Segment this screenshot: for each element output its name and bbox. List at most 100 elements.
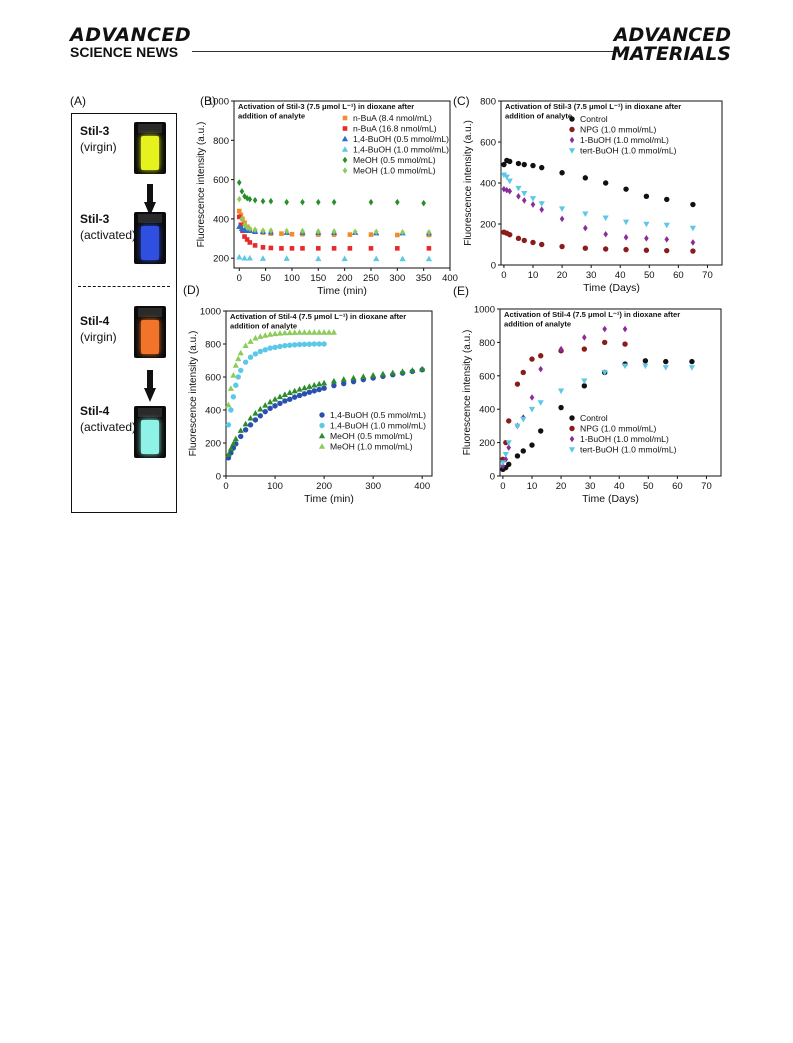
data-point [690, 248, 696, 254]
data-point [306, 383, 313, 389]
data-point [341, 380, 347, 387]
data-point [528, 406, 536, 413]
chart-title: addition of analyte [504, 320, 571, 329]
data-point [500, 462, 506, 470]
legend-marker [342, 156, 348, 164]
data-point [315, 229, 322, 235]
data-point [252, 226, 258, 233]
data-point [399, 368, 406, 375]
x-tick-label: 0 [223, 481, 228, 492]
vial-photo-stil3-activated [134, 212, 166, 264]
data-point [621, 363, 629, 370]
y-tick-label: 200 [479, 438, 495, 449]
y-tick-label: 400 [213, 214, 229, 225]
data-point [281, 329, 288, 336]
data-point [516, 193, 521, 200]
series-1 [501, 229, 696, 254]
data-point [331, 228, 337, 235]
data-point [301, 384, 308, 391]
legend-marker [342, 126, 348, 131]
data-point [504, 230, 510, 236]
legend-marker [568, 447, 576, 453]
data-point [352, 228, 358, 236]
x-axis-label: Time (Days) [582, 493, 639, 505]
data-point [225, 455, 232, 461]
data-point [559, 243, 565, 250]
data-point [499, 460, 507, 466]
data-point [283, 255, 290, 261]
data-point [622, 219, 630, 226]
data-point [242, 221, 247, 229]
y-tick-label: 200 [213, 254, 229, 265]
vial-cap [138, 308, 162, 317]
data-point [514, 423, 521, 430]
data-point [501, 161, 507, 168]
y-tick-label: 600 [480, 138, 496, 149]
data-point [502, 451, 509, 458]
data-point [389, 369, 396, 376]
data-point [247, 414, 254, 421]
x-tick-label: 100 [284, 273, 300, 284]
data-point [521, 237, 527, 244]
data-point [503, 174, 510, 181]
data-point [251, 228, 259, 234]
series-4 [236, 179, 426, 207]
data-point [520, 448, 526, 454]
data-point [257, 413, 264, 419]
data-point [306, 341, 313, 347]
data-point [643, 221, 650, 228]
data-point [331, 382, 337, 389]
chart-d: (D) 0 100 200 300 400 0 200 400 600 800 1000 Time (m… [183, 283, 433, 505]
data-point [689, 225, 697, 232]
data-point [539, 164, 545, 171]
vial-cap [138, 408, 162, 417]
data-point [602, 246, 609, 252]
data-point [230, 394, 237, 400]
y-tick-label: 400 [480, 179, 496, 190]
data-point [291, 342, 298, 348]
data-point [506, 178, 513, 185]
data-point [320, 329, 328, 335]
data-point [262, 408, 268, 415]
series-1 [225, 341, 327, 428]
sample-1-name: Stil-3 [80, 124, 110, 138]
data-point [662, 365, 669, 371]
y-tick-label: 600 [213, 175, 229, 186]
chart-title: Activation of Stil-3 (7.5 μmol L⁻¹) in d… [238, 102, 414, 111]
plot-frame [233, 100, 451, 269]
data-point [663, 358, 669, 365]
logo-left-line1: ADVANCED [70, 24, 192, 46]
data-point [538, 428, 544, 434]
data-point [235, 374, 241, 380]
legend-marker [569, 415, 575, 421]
legend-label: Control [580, 413, 608, 423]
series-3 [499, 363, 696, 466]
data-point [373, 228, 379, 236]
data-point [503, 456, 509, 463]
data-point [238, 433, 244, 440]
data-point [257, 333, 264, 339]
x-tick-label: 60 [673, 270, 684, 281]
data-point [230, 445, 237, 451]
data-point [232, 435, 239, 442]
data-point [330, 377, 338, 384]
data-point [409, 368, 416, 375]
data-point [242, 427, 249, 433]
data-point [296, 386, 303, 392]
y-tick-label: 400 [479, 405, 495, 416]
data-point [291, 394, 298, 400]
legend-marker [569, 116, 575, 122]
data-point [504, 186, 510, 194]
chart-e: (E) 0 10 20 30 40 50 60 70 0 200 400 600 800 1000 Time … [453, 284, 722, 505]
x-tick-label: 50 [643, 481, 654, 492]
x-tick-label: 70 [701, 481, 712, 492]
data-point [399, 229, 406, 236]
legend-label: 1,4-BuOH (1.0 mmol/mL) [353, 145, 449, 155]
data-point [622, 361, 628, 367]
data-point [252, 351, 259, 357]
data-point [271, 330, 279, 337]
data-point [247, 338, 254, 344]
data-point [503, 439, 509, 446]
x-tick-label: 30 [586, 270, 597, 281]
data-point [242, 359, 249, 365]
